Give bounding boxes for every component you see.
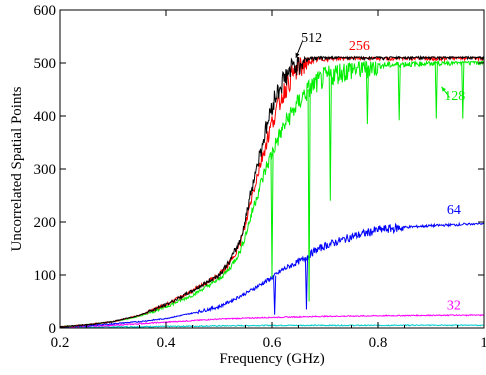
series-annotation-32: 32 [447,298,461,313]
x-tick-label: 0.2 [51,335,70,351]
series-dip-128 [328,75,332,201]
series-annotation-256: 256 [349,39,370,54]
y-tick-label: 300 [34,162,57,178]
series-line-32 [59,313,485,329]
x-tick-label: 0.6 [263,335,282,351]
series-dip-128 [397,64,401,121]
series-annotation-64: 64 [447,203,461,218]
y-tick-label: 100 [34,268,57,284]
series-dip-64 [304,257,309,310]
y-axis-title: Uncorrelated Spatial Points [9,86,25,251]
series-annotation-512: 512 [301,31,322,46]
annotation-arrowhead [441,86,447,92]
x-tick-label: 0.8 [369,335,388,351]
y-tick-label: 600 [34,3,57,19]
series-dip-64 [273,275,277,315]
series-dip-128 [365,67,369,124]
x-tick-label: 0.4 [157,335,176,351]
series-dip-128 [307,89,311,302]
series-line-64 [59,221,485,328]
y-tick-label: 500 [34,56,57,72]
series-annotation-128: 128 [444,89,465,104]
series-line-512 [59,54,485,328]
y-tick-label: 200 [34,215,57,231]
annotations-layer: 512 256 128 64 32 [295,31,465,313]
x-tick-label: 1 [480,335,486,351]
y-tick-label: 400 [34,109,57,125]
y-tick-label: 0 [49,321,57,337]
ticks-layer: 0.2 0.4 0.6 0.8 1 0 100 200 300 400 500 600 [34,3,486,351]
series-layer [59,54,485,329]
annotation-arrowhead [295,52,300,58]
x-axis-title: Frequency (GHz) [219,351,324,367]
series-dip-128 [461,61,465,119]
series-dip-128 [270,153,274,278]
series-dip-128 [434,62,438,119]
